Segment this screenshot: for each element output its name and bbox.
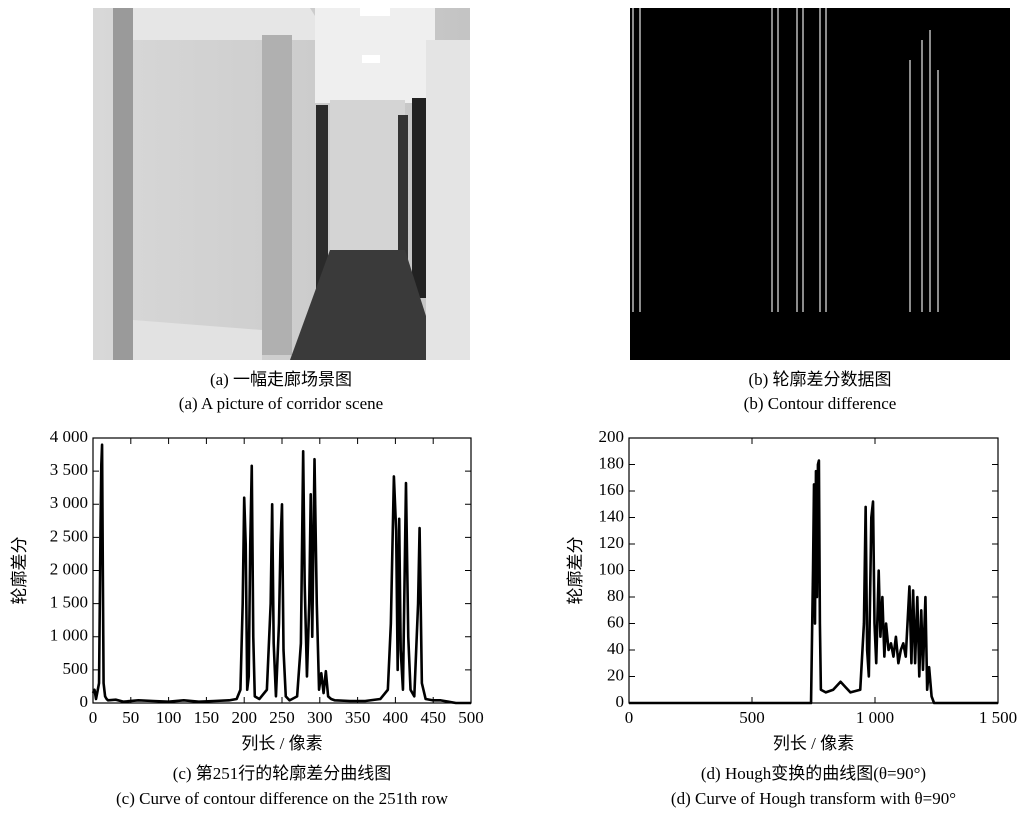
y-tick-label: 40	[607, 639, 624, 658]
y-tick-label: 60	[607, 612, 624, 631]
x-tick-label: 500	[739, 708, 765, 727]
y-tick-label: 3 500	[50, 460, 88, 479]
caption-en: (c) Curve of contour difference on the 2…	[116, 789, 449, 808]
caption-en: (a) A picture of corridor scene	[179, 394, 383, 413]
data-line	[93, 445, 471, 703]
y-tick-label: 140	[599, 506, 625, 525]
y-tick-label: 20	[607, 665, 624, 684]
caption-en: (b) Contour difference	[744, 394, 897, 413]
x-tick-label: 150	[194, 708, 220, 727]
x-tick-label: 200	[231, 708, 257, 727]
x-tick-label: 350	[345, 708, 371, 727]
x-tick-label: 1 000	[856, 708, 894, 727]
contour-difference-image	[630, 8, 1010, 360]
x-tick-label: 100	[156, 708, 182, 727]
y-tick-label: 100	[599, 559, 625, 578]
x-tick-label: 400	[383, 708, 409, 727]
y-tick-label: 3 000	[50, 493, 88, 512]
y-tick-label: 0	[616, 692, 625, 711]
y-tick-label: 1 500	[50, 593, 88, 612]
caption-en: (d) Curve of Hough transform with θ=90°	[671, 789, 956, 808]
y-axis-label: 轮廓差分	[566, 537, 585, 605]
x-tick-label: 250	[269, 708, 295, 727]
caption-cn: (c) 第251行的轮廓差分曲线图	[173, 764, 392, 783]
y-tick-label: 200	[599, 427, 625, 446]
y-tick-label: 80	[607, 586, 624, 605]
caption-cn: (b) 轮廓差分数据图	[748, 370, 891, 389]
y-tick-label: 2 500	[50, 526, 88, 545]
y-tick-label: 1 000	[50, 626, 88, 645]
x-axis-label: 列长 / 像素	[241, 734, 322, 753]
x-tick-label: 300	[307, 708, 333, 727]
x-tick-label: 450	[420, 708, 446, 727]
data-line	[629, 461, 998, 703]
y-tick-label: 0	[80, 692, 89, 711]
x-tick-label: 0	[625, 708, 634, 727]
y-tick-label: 500	[63, 659, 89, 678]
caption-cn: (d) Hough变换的曲线图(θ=90°)	[701, 764, 926, 783]
x-tick-label: 1 500	[979, 708, 1017, 727]
y-tick-label: 160	[599, 480, 625, 499]
x-axis-label: 列长 / 像素	[773, 734, 854, 753]
y-tick-label: 2 000	[50, 559, 88, 578]
y-tick-label: 4 000	[50, 427, 88, 446]
figure: (a) 一幅走廊场景图 (a) A picture of corridor sc…	[0, 0, 1034, 813]
y-axis-label: 轮廓差分	[10, 537, 29, 605]
x-tick-label: 0	[89, 708, 98, 727]
caption-cn: (a) 一幅走廊场景图	[210, 370, 352, 389]
y-tick-label: 120	[599, 533, 625, 552]
corridor-photo	[93, 8, 470, 360]
x-tick-label: 500	[458, 708, 484, 727]
x-tick-label: 50	[122, 708, 139, 727]
y-tick-label: 180	[599, 453, 625, 472]
